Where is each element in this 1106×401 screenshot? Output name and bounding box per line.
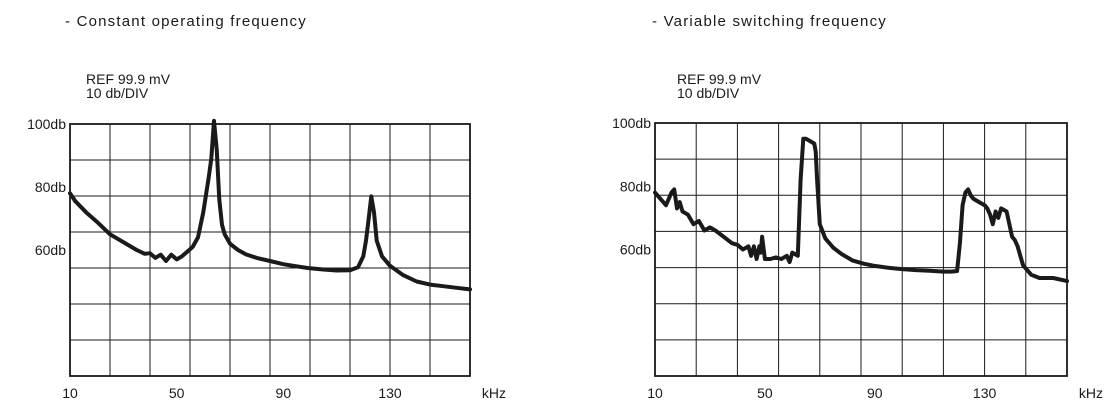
- y-tick-label: 80db: [620, 178, 651, 194]
- x-tick-label: 130: [973, 385, 997, 401]
- x-tick-label: 10: [62, 385, 78, 401]
- spectrum-chart-2: - Variable switching frequency REF 99.9 m…: [612, 13, 1103, 401]
- scale-label: 10 db/DIV: [677, 85, 740, 101]
- ref-level-label: REF 99.9 mV: [677, 71, 762, 87]
- spectrum-trace: [68, 118, 472, 292]
- x-unit-label: kHz: [1079, 385, 1103, 401]
- x-tick-label: 130: [378, 385, 402, 401]
- chart-title: - Constant operating frequency: [65, 13, 307, 30]
- y-tick-label: 60db: [620, 242, 651, 258]
- y-tick-label: 100db: [27, 116, 66, 132]
- plot-frame: [69, 123, 471, 377]
- ref-level-label: REF 99.9 mV: [86, 71, 171, 87]
- x-tick-label: 10: [647, 385, 663, 401]
- plot-frame: [654, 122, 1068, 377]
- x-tick-label: 50: [169, 385, 185, 401]
- y-tick-label: 60db: [35, 242, 66, 258]
- x-tick-label: 90: [867, 385, 883, 401]
- scale-label: 10 db/DIV: [86, 85, 149, 101]
- x-unit-label: kHz: [482, 385, 506, 401]
- x-tick-label: 90: [276, 385, 292, 401]
- y-tick-label: 80db: [35, 179, 66, 195]
- spectrum-trace: [653, 136, 1069, 284]
- spectrum-chart-1: - Constant operating frequency REF 99.9 m…: [27, 13, 506, 401]
- x-tick-label: 50: [757, 385, 773, 401]
- y-tick-label: 100db: [612, 115, 651, 131]
- chart-title: - Variable switching frequency: [652, 13, 887, 30]
